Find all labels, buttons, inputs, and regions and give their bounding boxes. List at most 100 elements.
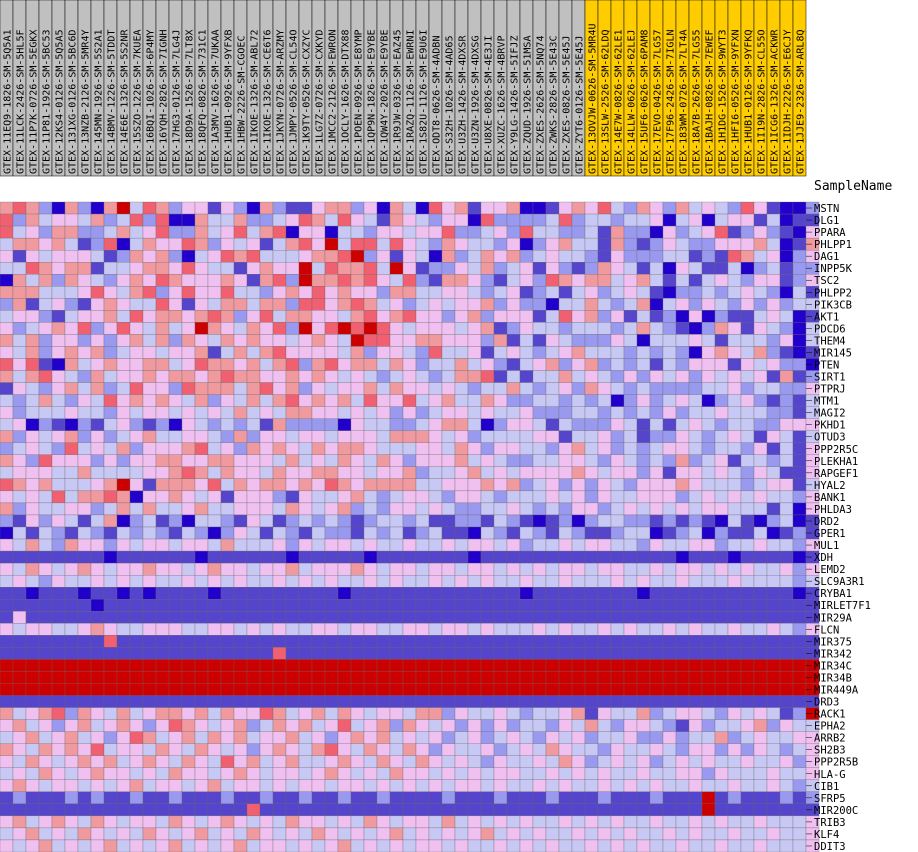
heatmap-cell (38, 298, 53, 311)
heatmap-cell (493, 815, 508, 829)
gene-label: MIR145 (814, 347, 852, 359)
heatmap-cell (493, 538, 508, 552)
heatmap-cell (519, 382, 534, 395)
heatmap-cell (727, 575, 742, 588)
gene-label: PPP2R5C (814, 444, 858, 456)
heatmap-cell (792, 213, 807, 227)
heatmap-cell (64, 695, 79, 708)
heatmap-cell (194, 442, 209, 455)
gene-label: AKT1 (814, 311, 839, 323)
heatmap-cell (688, 406, 703, 419)
heatmap-cell (610, 743, 625, 756)
heatmap-cell (129, 201, 144, 215)
heatmap-cell (220, 418, 235, 431)
heatmap-cell (584, 262, 599, 275)
heatmap-cell (0, 490, 14, 504)
heatmap-cell (64, 502, 79, 516)
heatmap-cell (25, 550, 40, 564)
heatmap-cell (298, 767, 313, 780)
heatmap-cell (753, 562, 768, 576)
heatmap-cell (675, 358, 690, 371)
heatmap-cell (584, 225, 599, 239)
heatmap-cell (77, 394, 92, 407)
heatmap-cell (51, 310, 66, 323)
heatmap-cell (51, 623, 66, 636)
heatmap-cell (519, 286, 534, 299)
heatmap-cell (675, 755, 690, 768)
heatmap-cell (610, 466, 625, 479)
heatmap-cell (675, 562, 690, 576)
heatmap-cell (38, 635, 53, 648)
heatmap-cell (272, 225, 287, 239)
heatmap-cell (363, 827, 378, 841)
heatmap-cell (675, 839, 690, 852)
heatmap-cell (467, 538, 482, 552)
heatmap-cell (298, 298, 313, 311)
sample-label: GTEX-13NZB-2126-SM-5MR4Y (81, 30, 92, 175)
heatmap-cell (220, 490, 235, 504)
heatmap-cell (77, 587, 92, 600)
heatmap-cell (298, 526, 313, 540)
heatmap-cell (103, 478, 118, 492)
heatmap-cell (714, 213, 729, 227)
heatmap-cell (766, 683, 781, 696)
heatmap-cell (51, 454, 66, 467)
heatmap-cell (415, 274, 430, 287)
heatmap-cell (558, 237, 573, 251)
heatmap-cell (181, 478, 196, 492)
heatmap-cell (636, 406, 651, 419)
heatmap-cell (363, 274, 378, 287)
heatmap-cell (740, 358, 755, 371)
heatmap-cell (402, 635, 417, 648)
heatmap-cell (714, 731, 729, 744)
heatmap-cell (116, 274, 131, 287)
heatmap-cell (701, 249, 716, 263)
heatmap-cell (311, 647, 326, 660)
heatmap-cell (792, 442, 807, 455)
heatmap-cell (51, 370, 66, 383)
heatmap-cell (298, 334, 313, 347)
heatmap-cell (740, 611, 755, 624)
heatmap-cell (376, 815, 391, 829)
heatmap-cell (259, 671, 274, 684)
heatmap-cell (571, 274, 586, 287)
heatmap-cell (454, 647, 469, 660)
heatmap-cell (766, 755, 781, 768)
gene-label: DLG1 (814, 215, 839, 227)
heatmap-cell (181, 550, 196, 564)
heatmap-cell (103, 490, 118, 504)
heatmap-cell (298, 382, 313, 395)
heatmap-cell (129, 454, 144, 467)
heatmap-cell (103, 430, 118, 443)
heatmap-cell (740, 322, 755, 335)
heatmap-cell (714, 659, 729, 672)
heatmap-cell (688, 599, 703, 612)
heatmap-cell (649, 382, 664, 395)
heatmap-cell (194, 731, 209, 744)
heatmap-cell (207, 346, 222, 359)
heatmap-cell (272, 779, 287, 792)
heatmap-cell (77, 707, 92, 720)
gene-label: CIB1 (814, 781, 839, 793)
heatmap-cell (636, 237, 651, 251)
heatmap-cell (103, 310, 118, 323)
heatmap-cell (649, 719, 664, 732)
heatmap-cell (116, 743, 131, 756)
heatmap-cell (623, 587, 638, 600)
heatmap-cell (623, 430, 638, 443)
heatmap-cell (64, 550, 79, 564)
heatmap-cell (675, 671, 690, 684)
heatmap-cell (285, 550, 300, 564)
heatmap-cell (662, 430, 677, 443)
heatmap-cell (402, 237, 417, 251)
sample-label: GTEX-17EVO-0426-SM-7LG57 (653, 30, 664, 175)
heatmap-cell (428, 454, 443, 467)
heatmap-cell (272, 454, 287, 467)
heatmap-cell (662, 322, 677, 335)
heatmap-cell (584, 599, 599, 612)
heatmap-cell (38, 731, 53, 744)
heatmap-cell (519, 430, 534, 443)
sample-label: GTEX-183WM-0726-SM-7LT4A (679, 30, 690, 175)
heatmap-cell (415, 490, 430, 504)
heatmap-cell (428, 635, 443, 648)
